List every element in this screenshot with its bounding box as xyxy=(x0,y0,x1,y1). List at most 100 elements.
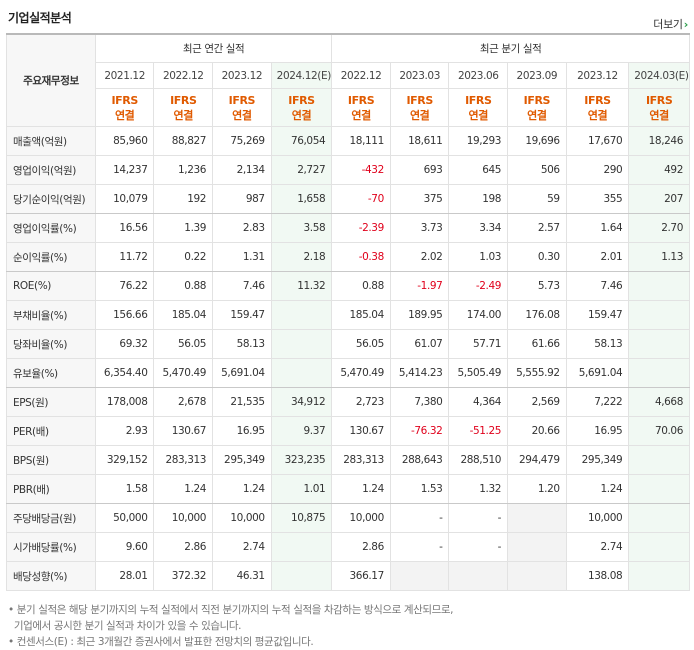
value-cell: 3.34 xyxy=(448,213,509,243)
value-cell: -0.38 xyxy=(331,242,391,272)
value-cell: 2,569 xyxy=(507,387,567,417)
value-cell: 987 xyxy=(212,184,272,214)
date-row: 2021.12 2022.12 2023.12 2024.12(E) 2022.12 20… xyxy=(7,62,690,89)
value-cell: 2.01 xyxy=(565,242,630,272)
value-cell: - xyxy=(389,532,450,562)
table-row: 배당성향(%) 28.01 372.32 46.31 366.17 138.08 xyxy=(6,561,690,591)
ifrs-badge[interactable]: IFRS 연결 xyxy=(628,88,690,127)
table-row: 순이익률(%) 11.72 0.22 1.31 2.18 -0.38 2.02 1.03 0.3… xyxy=(6,242,690,272)
value-cell: 375 xyxy=(389,184,450,214)
table-row: 영업이익(억원) 14,237 1,236 2,134 2,727 -432 693 645 5… xyxy=(6,155,690,185)
value-cell: 2.93 xyxy=(94,416,155,446)
value-cell: 185.04 xyxy=(331,300,391,330)
value-cell: 372.32 xyxy=(153,561,214,591)
row-label: 부채비율(%) xyxy=(6,300,96,330)
table-row: 당기순이익(억원) 10,079 192 987 1,658 -70 375 198 59 355… xyxy=(6,184,690,214)
footnote-1: • 분기 실적은 해당 분기까지의 누적 실적에서 직전 분기까지의 누적 실적… xyxy=(8,604,454,616)
row-label: 순이익률(%) xyxy=(6,242,96,272)
value-cell: 1.64 xyxy=(565,213,630,243)
value-cell: 1.03 xyxy=(448,242,509,272)
ifrs-badge[interactable]: IFRS 연결 xyxy=(448,88,509,127)
value-cell: -70 xyxy=(331,184,391,214)
row-label: 영업이익(억원) xyxy=(6,155,96,185)
value-cell: 178,008 xyxy=(94,387,155,417)
value-cell: 4,668 xyxy=(628,387,690,417)
ifrs-row: IFRS 연결 IFRS 연결 IFRS 연결 IFRS 연결 IFRS 연결 IFRS 연결 IFRS… xyxy=(7,88,690,127)
period-header: 2022.12 xyxy=(153,62,214,89)
value-cell: 5,691.04 xyxy=(565,358,630,388)
value-cell: 59 xyxy=(507,184,567,214)
value-cell: 1.39 xyxy=(153,213,214,243)
value-cell: 0.88 xyxy=(153,271,214,301)
table-row: EPS(원) 178,008 2,678 21,535 34,912 2,723 7,380… xyxy=(6,387,690,417)
ifrs-badge[interactable]: IFRS 연결 xyxy=(212,88,272,127)
value-cell: 1.20 xyxy=(507,474,567,504)
value-cell: 61.07 xyxy=(389,329,450,359)
value-cell: 1.13 xyxy=(628,242,690,272)
value-cell: 10,000 xyxy=(565,503,630,533)
value-cell: 1,236 xyxy=(153,155,214,185)
value-cell xyxy=(507,503,567,533)
value-cell: 290 xyxy=(565,155,630,185)
value-cell: 9.37 xyxy=(270,416,333,446)
value-cell: 10,875 xyxy=(270,503,333,533)
value-cell: - xyxy=(389,503,450,533)
chevron-right-icon: › xyxy=(683,18,689,31)
ifrs-badge[interactable]: IFRS 연결 xyxy=(507,88,567,127)
table-row: 주당배당금(원) 50,000 10,000 10,000 10,875 10,000- -… xyxy=(6,503,690,533)
value-cell xyxy=(270,300,333,330)
row-label: EPS(원) xyxy=(6,387,96,417)
value-cell: 18,111 xyxy=(331,126,391,156)
value-cell: 56.05 xyxy=(331,329,391,359)
value-cell: 5,505.49 xyxy=(448,358,509,388)
value-cell: 5,691.04 xyxy=(212,358,272,388)
value-cell: 294,479 xyxy=(507,445,567,475)
value-cell: 2.57 xyxy=(507,213,567,243)
ifrs-badge[interactable]: IFRS 연결 xyxy=(270,88,333,127)
value-cell: 5,470.49 xyxy=(331,358,391,388)
value-cell: 2.86 xyxy=(331,532,391,562)
value-cell: 2.02 xyxy=(389,242,450,272)
value-cell: 1.01 xyxy=(270,474,333,504)
value-cell: 1.58 xyxy=(94,474,155,504)
period-header: 2024.12(E) xyxy=(270,62,333,89)
period-header: 2023.03 xyxy=(389,62,450,89)
value-cell: - xyxy=(448,532,509,562)
period-header: 2023.06 xyxy=(448,62,509,89)
value-cell: 16.95 xyxy=(212,416,272,446)
value-cell: 11.32 xyxy=(270,271,333,301)
value-cell xyxy=(448,561,509,591)
value-cell: 28.01 xyxy=(94,561,155,591)
value-cell xyxy=(628,445,690,475)
value-cell: 130.67 xyxy=(331,416,391,446)
value-cell: 76.22 xyxy=(94,271,155,301)
value-cell: 1.53 xyxy=(389,474,450,504)
ifrs-badge[interactable]: IFRS 연결 xyxy=(565,88,630,127)
ifrs-badge[interactable]: IFRS 연결 xyxy=(153,88,214,127)
table-row: PBR(배) 1.58 1.24 1.24 1.01 1.24 1.53 1.32 1.20 1.… xyxy=(6,474,690,504)
value-cell: 16.95 xyxy=(565,416,630,446)
ifrs-badge[interactable]: IFRS 연결 xyxy=(331,88,391,127)
table-row: 부채비율(%) 156.66 185.04 159.47 185.04 189.95 174… xyxy=(6,300,690,330)
value-cell: 5,555.92 xyxy=(507,358,567,388)
value-cell: - xyxy=(448,503,509,533)
value-cell: 693 xyxy=(389,155,450,185)
quarterly-group-header: 최근 분기 실적 xyxy=(331,33,690,63)
value-cell: 19,696 xyxy=(507,126,567,156)
value-cell: 1.31 xyxy=(212,242,272,272)
value-cell: 20.66 xyxy=(507,416,567,446)
ifrs-badge[interactable]: IFRS 연결 xyxy=(389,88,450,127)
value-cell: 0.22 xyxy=(153,242,214,272)
value-cell: 295,349 xyxy=(565,445,630,475)
value-cell xyxy=(628,271,690,301)
value-cell: 10,000 xyxy=(331,503,391,533)
value-cell: 1.32 xyxy=(448,474,509,504)
period-header: 2022.12 xyxy=(331,62,391,89)
row-label: 배당성향(%) xyxy=(6,561,96,591)
value-cell: 14,237 xyxy=(94,155,155,185)
value-cell: 57.71 xyxy=(448,329,509,359)
ifrs-badge[interactable]: IFRS 연결 xyxy=(94,88,155,127)
value-cell: 5,470.49 xyxy=(153,358,214,388)
more-link[interactable]: 더보기› xyxy=(653,16,688,32)
value-cell xyxy=(628,358,690,388)
